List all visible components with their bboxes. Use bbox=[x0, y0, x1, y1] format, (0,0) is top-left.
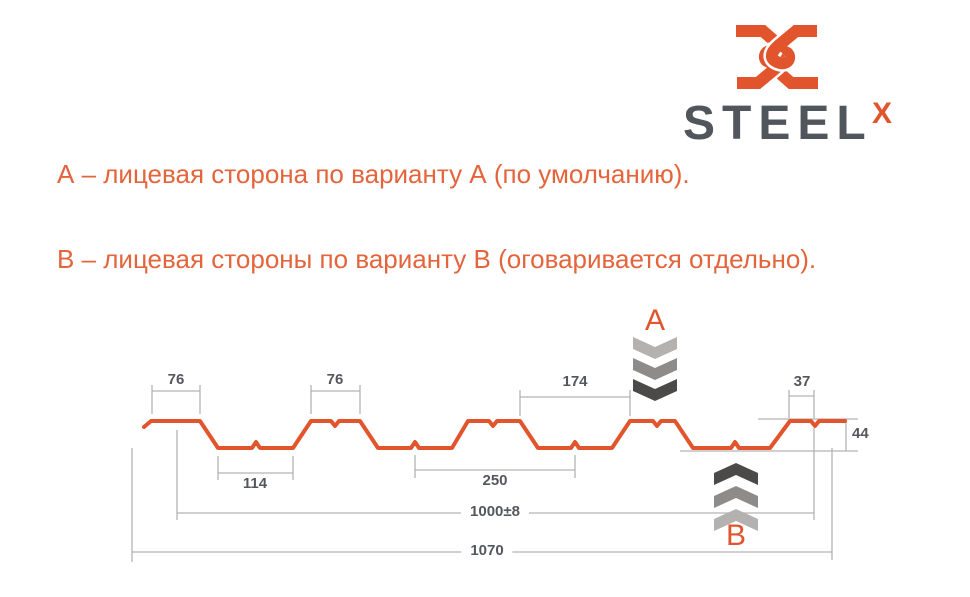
dim-crest-gap: 174 bbox=[562, 373, 588, 390]
marker-b-label: В bbox=[725, 519, 747, 552]
dim-crest1-width: 76 bbox=[167, 371, 185, 388]
variant-a-chevrons bbox=[633, 337, 677, 401]
dim-edge-crest: 37 bbox=[793, 373, 811, 390]
dim-valley-width: 114 bbox=[242, 475, 268, 492]
dim-overall-width: 1070 bbox=[461, 542, 513, 560]
brand-wordmark-sup: X bbox=[872, 97, 893, 130]
note-variant-a: А – лицевая сторона по варианту А (по ум… bbox=[57, 159, 690, 189]
variant-b-chevrons bbox=[714, 463, 758, 531]
dim-rib-pitch: 250 bbox=[482, 472, 508, 489]
sheet-profile-outline bbox=[142, 419, 847, 450]
marker-a-label: А bbox=[644, 304, 666, 337]
dim-cover-width: 1000±8 bbox=[461, 503, 529, 521]
dim-profile-height: 44 bbox=[852, 425, 869, 442]
brand-wordmark: STEEL bbox=[683, 97, 873, 150]
dim-crest2-width: 76 bbox=[326, 371, 344, 388]
steelx-logo-icon bbox=[736, 22, 818, 92]
note-variant-b: В – лицевая стороны по варианту В (огова… bbox=[57, 244, 817, 274]
